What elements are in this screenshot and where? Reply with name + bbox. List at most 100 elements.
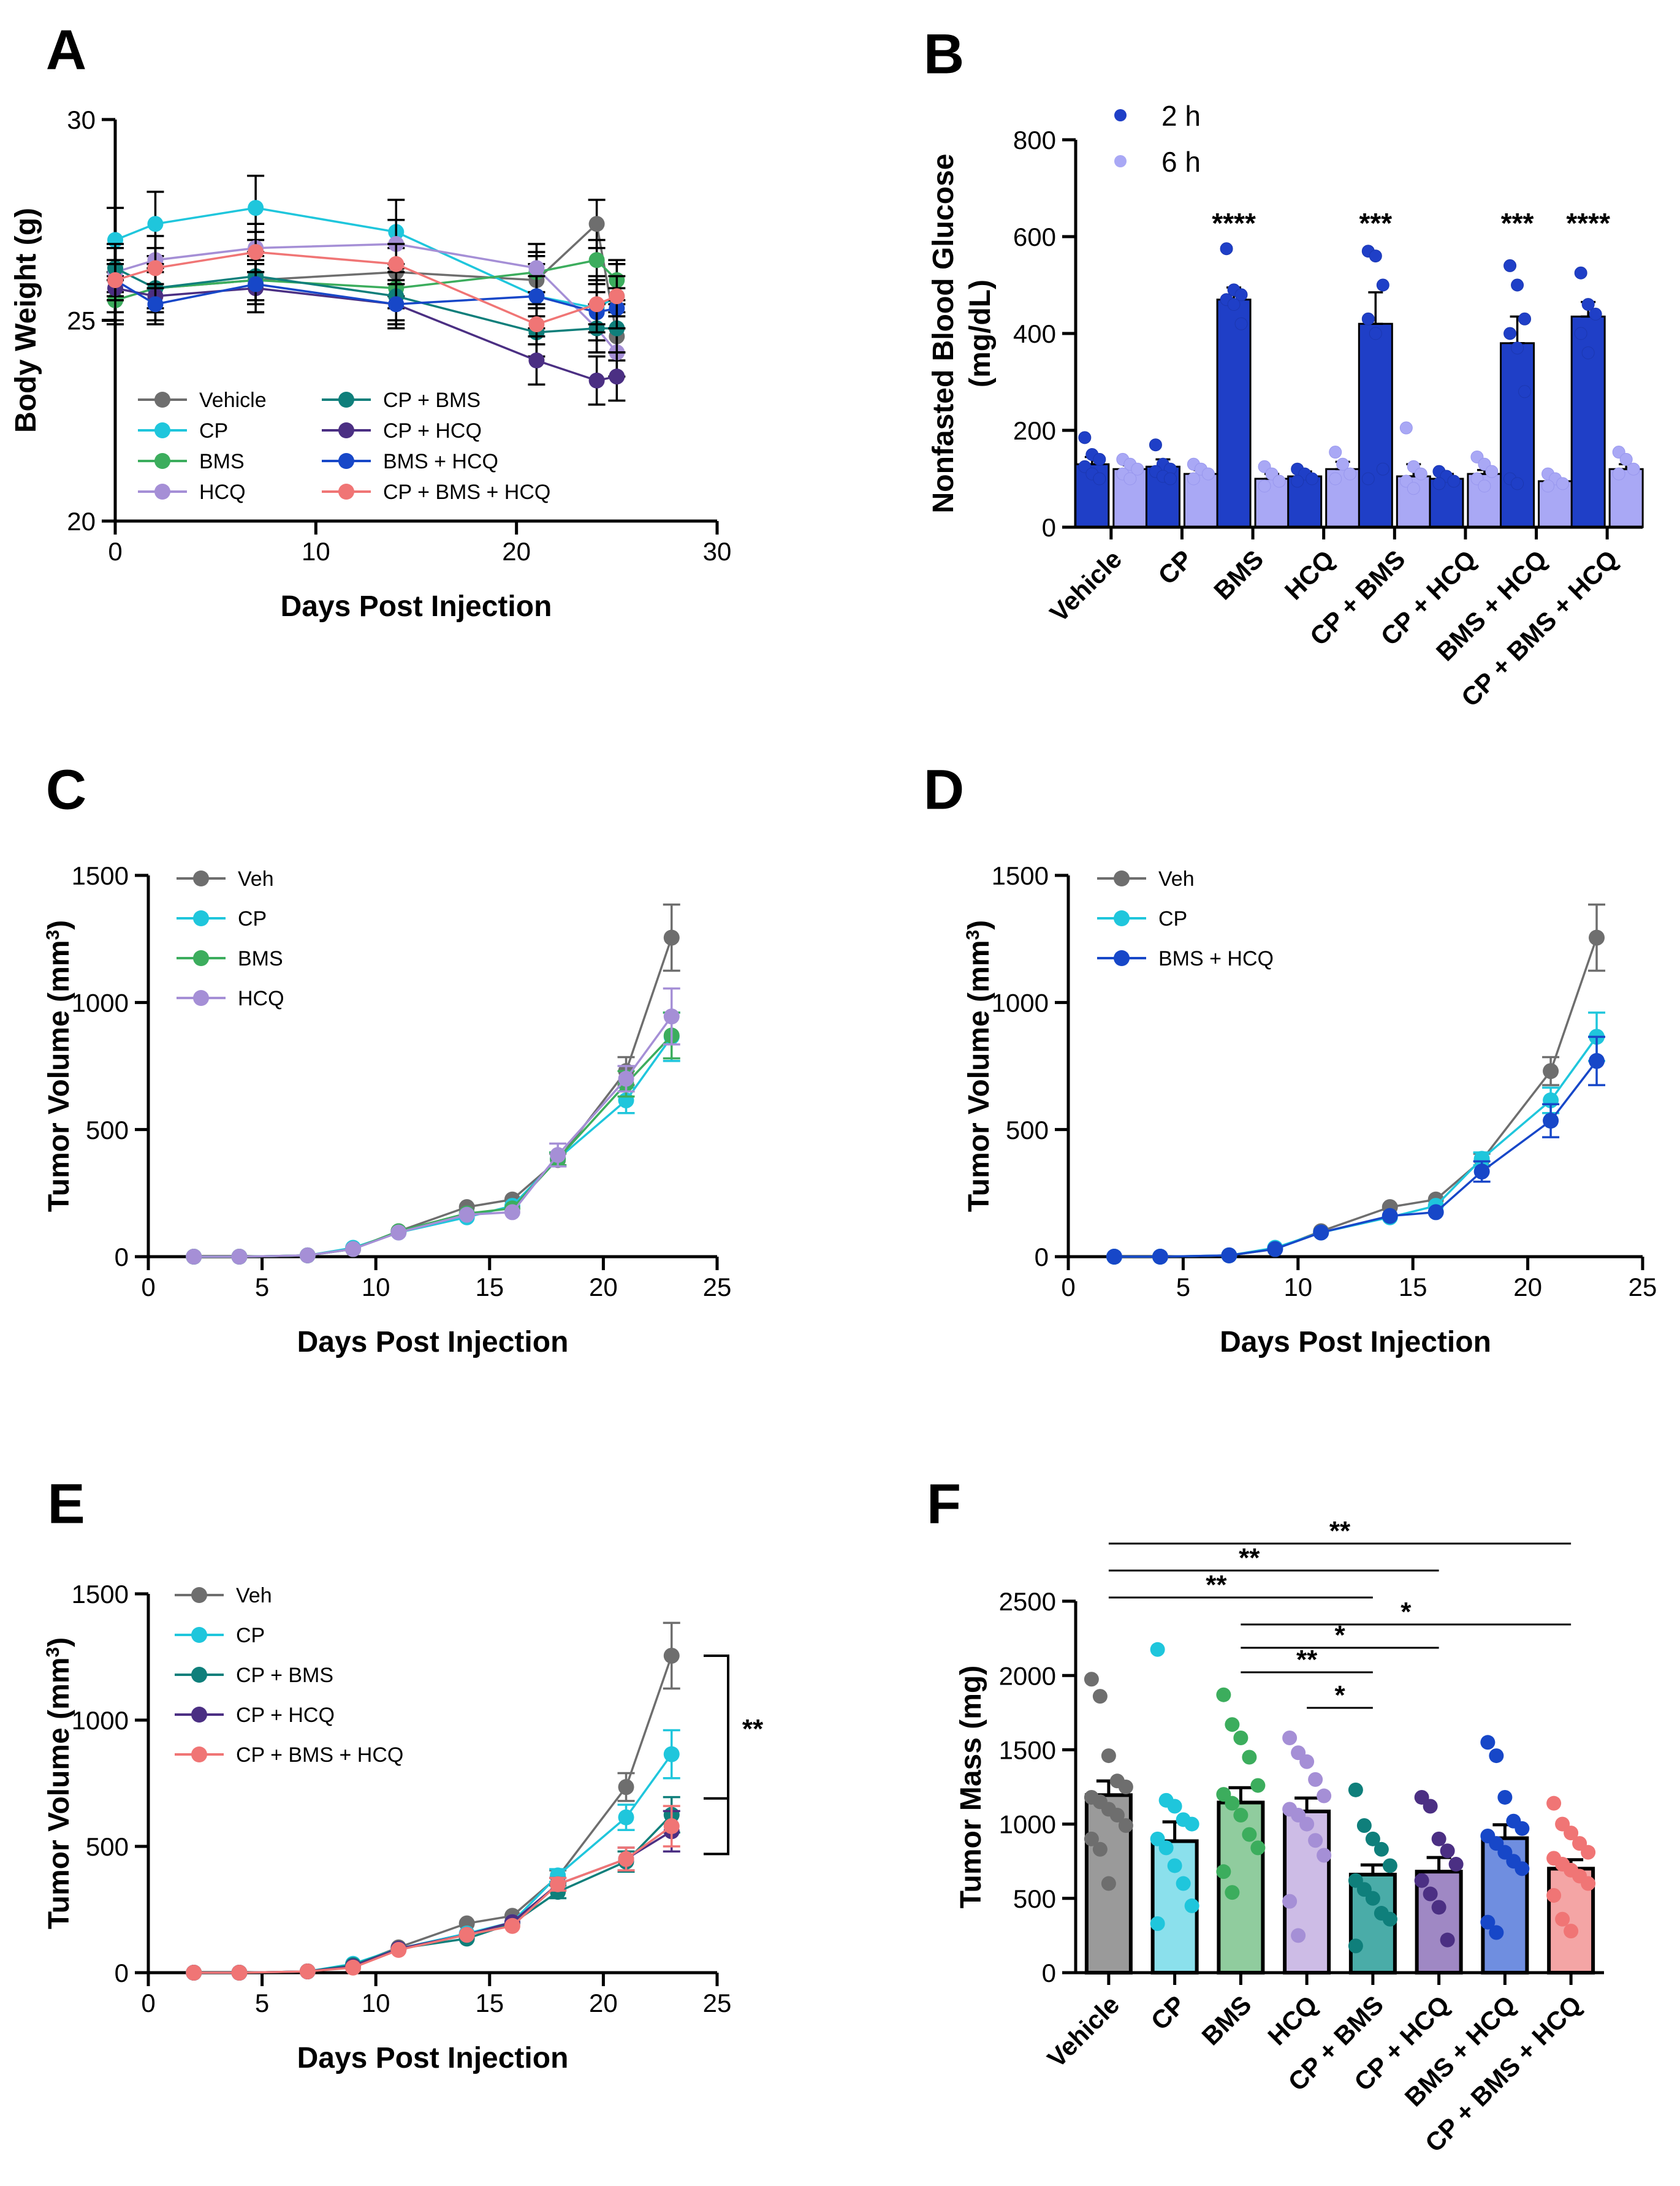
data-point bbox=[663, 1746, 680, 1762]
legend-label: HCQ bbox=[199, 481, 246, 504]
data-point bbox=[1184, 1898, 1199, 1913]
data-point bbox=[1581, 298, 1595, 311]
data-point bbox=[1167, 1799, 1182, 1814]
comparison-label: ** bbox=[1329, 1516, 1351, 1546]
legend-marker bbox=[191, 1627, 207, 1643]
data-point bbox=[1220, 242, 1233, 256]
x-tick-label: 20 bbox=[589, 1989, 618, 2017]
legend-label: 6 h bbox=[1161, 146, 1201, 178]
y-tick-label: 1500 bbox=[999, 1736, 1056, 1765]
data-point bbox=[1078, 431, 1092, 444]
data-point bbox=[1589, 307, 1602, 321]
data-point bbox=[1250, 1840, 1266, 1856]
data-point bbox=[1225, 1885, 1240, 1900]
data-point bbox=[299, 1963, 316, 1979]
data-point bbox=[1473, 1151, 1490, 1167]
data-point bbox=[1084, 1672, 1099, 1687]
x-axis-title: Days Post Injection bbox=[297, 2042, 569, 2074]
panel-letter: E bbox=[47, 1472, 85, 1535]
panel-E: E 0 500 1000 1500 0 5 10 15 20 25 Days Post Injecti… bbox=[43, 1472, 764, 2074]
y-tick-label: 1500 bbox=[72, 1580, 129, 1609]
data-point bbox=[390, 1224, 407, 1241]
data-point bbox=[504, 1918, 520, 1934]
panel-B: B 0 200 400 600 800 Nonfasted Blood Glucose (mg… bbox=[924, 23, 1644, 712]
data-point bbox=[1093, 452, 1106, 466]
data-point bbox=[1511, 278, 1524, 292]
legend-label: Veh bbox=[238, 867, 274, 891]
data-point bbox=[248, 244, 264, 261]
data-point bbox=[1258, 479, 1271, 493]
data-point bbox=[528, 260, 545, 276]
x-tick-label: 15 bbox=[1399, 1273, 1427, 1301]
data-point bbox=[618, 1809, 634, 1826]
data-point bbox=[1149, 438, 1162, 452]
data-point bbox=[528, 352, 545, 368]
data-point bbox=[1092, 1689, 1108, 1704]
comparison-label: * bbox=[1334, 1620, 1345, 1650]
data-point bbox=[1407, 482, 1420, 495]
legend-label: CP bbox=[1158, 907, 1187, 931]
panel-A: A 20 25 30 0 10 20 30 Days Post Injection Body We… bbox=[10, 18, 731, 623]
data-point bbox=[550, 1147, 566, 1163]
legend-label: CP + BMS + HCQ bbox=[383, 481, 550, 504]
data-point bbox=[1344, 467, 1357, 481]
series-cp-bms-hcq bbox=[186, 1805, 680, 1981]
data-point bbox=[1431, 1900, 1446, 1915]
data-point bbox=[1574, 266, 1587, 280]
comparison-label: ** bbox=[1296, 1645, 1318, 1675]
data-point bbox=[1431, 1831, 1446, 1846]
y-tick-label: 30 bbox=[67, 105, 96, 134]
legend-marker bbox=[154, 392, 170, 408]
legend-label: Vehicle bbox=[199, 389, 267, 412]
data-point bbox=[1589, 1053, 1605, 1069]
data-point bbox=[390, 1941, 407, 1958]
data-point bbox=[609, 288, 625, 305]
y-tick-label: 500 bbox=[86, 1832, 129, 1861]
x-tick-label: 5 bbox=[255, 1989, 269, 2017]
data-point bbox=[1242, 1750, 1257, 1765]
data-point bbox=[1299, 1754, 1315, 1769]
data-point bbox=[618, 1779, 634, 1796]
y-tick-label: 400 bbox=[1013, 319, 1056, 348]
data-point bbox=[1555, 1911, 1570, 1927]
x-tick-label: 25 bbox=[703, 1989, 732, 2017]
x-tick-label: 10 bbox=[1283, 1273, 1312, 1301]
data-point bbox=[1123, 472, 1137, 486]
data-point bbox=[1619, 452, 1633, 466]
y-tick-label: 0 bbox=[1042, 1959, 1056, 1987]
legend-marker bbox=[193, 950, 209, 966]
legend-label: CP + BMS bbox=[383, 389, 481, 412]
category-label: Vehicle bbox=[1044, 544, 1128, 628]
comparison-label: ** bbox=[1206, 1570, 1227, 1600]
data-point bbox=[1225, 1796, 1240, 1811]
data-point bbox=[1299, 1816, 1315, 1832]
legend-marker bbox=[154, 422, 170, 438]
data-point bbox=[186, 1249, 202, 1265]
data-point bbox=[231, 1249, 248, 1265]
y-tick-label: 25 bbox=[67, 307, 96, 335]
legend-marker bbox=[1114, 155, 1127, 167]
legend-marker bbox=[193, 870, 209, 886]
data-point bbox=[1612, 467, 1625, 481]
y-axis-title: Tumor Mass (mg) bbox=[955, 1666, 987, 1908]
data-point bbox=[618, 1851, 634, 1867]
panel-letter: D bbox=[924, 758, 964, 821]
data-point bbox=[1361, 472, 1375, 486]
data-point bbox=[1564, 1826, 1579, 1841]
data-point bbox=[1432, 477, 1446, 490]
data-point bbox=[504, 1204, 520, 1221]
data-point bbox=[609, 368, 625, 385]
data-point bbox=[1282, 1894, 1298, 1909]
y-tick-label: 200 bbox=[1013, 416, 1056, 445]
data-point bbox=[1382, 1858, 1397, 1873]
data-point bbox=[1543, 1063, 1559, 1080]
data-point bbox=[231, 1965, 248, 1981]
significance-label: **** bbox=[1212, 207, 1256, 239]
data-point bbox=[1511, 477, 1524, 490]
data-point bbox=[1414, 1873, 1429, 1888]
x-tick-label: 10 bbox=[362, 1989, 390, 2017]
legend-marker bbox=[193, 910, 209, 926]
legend-label: CP + BMS bbox=[236, 1664, 333, 1687]
data-point bbox=[1233, 1731, 1249, 1746]
